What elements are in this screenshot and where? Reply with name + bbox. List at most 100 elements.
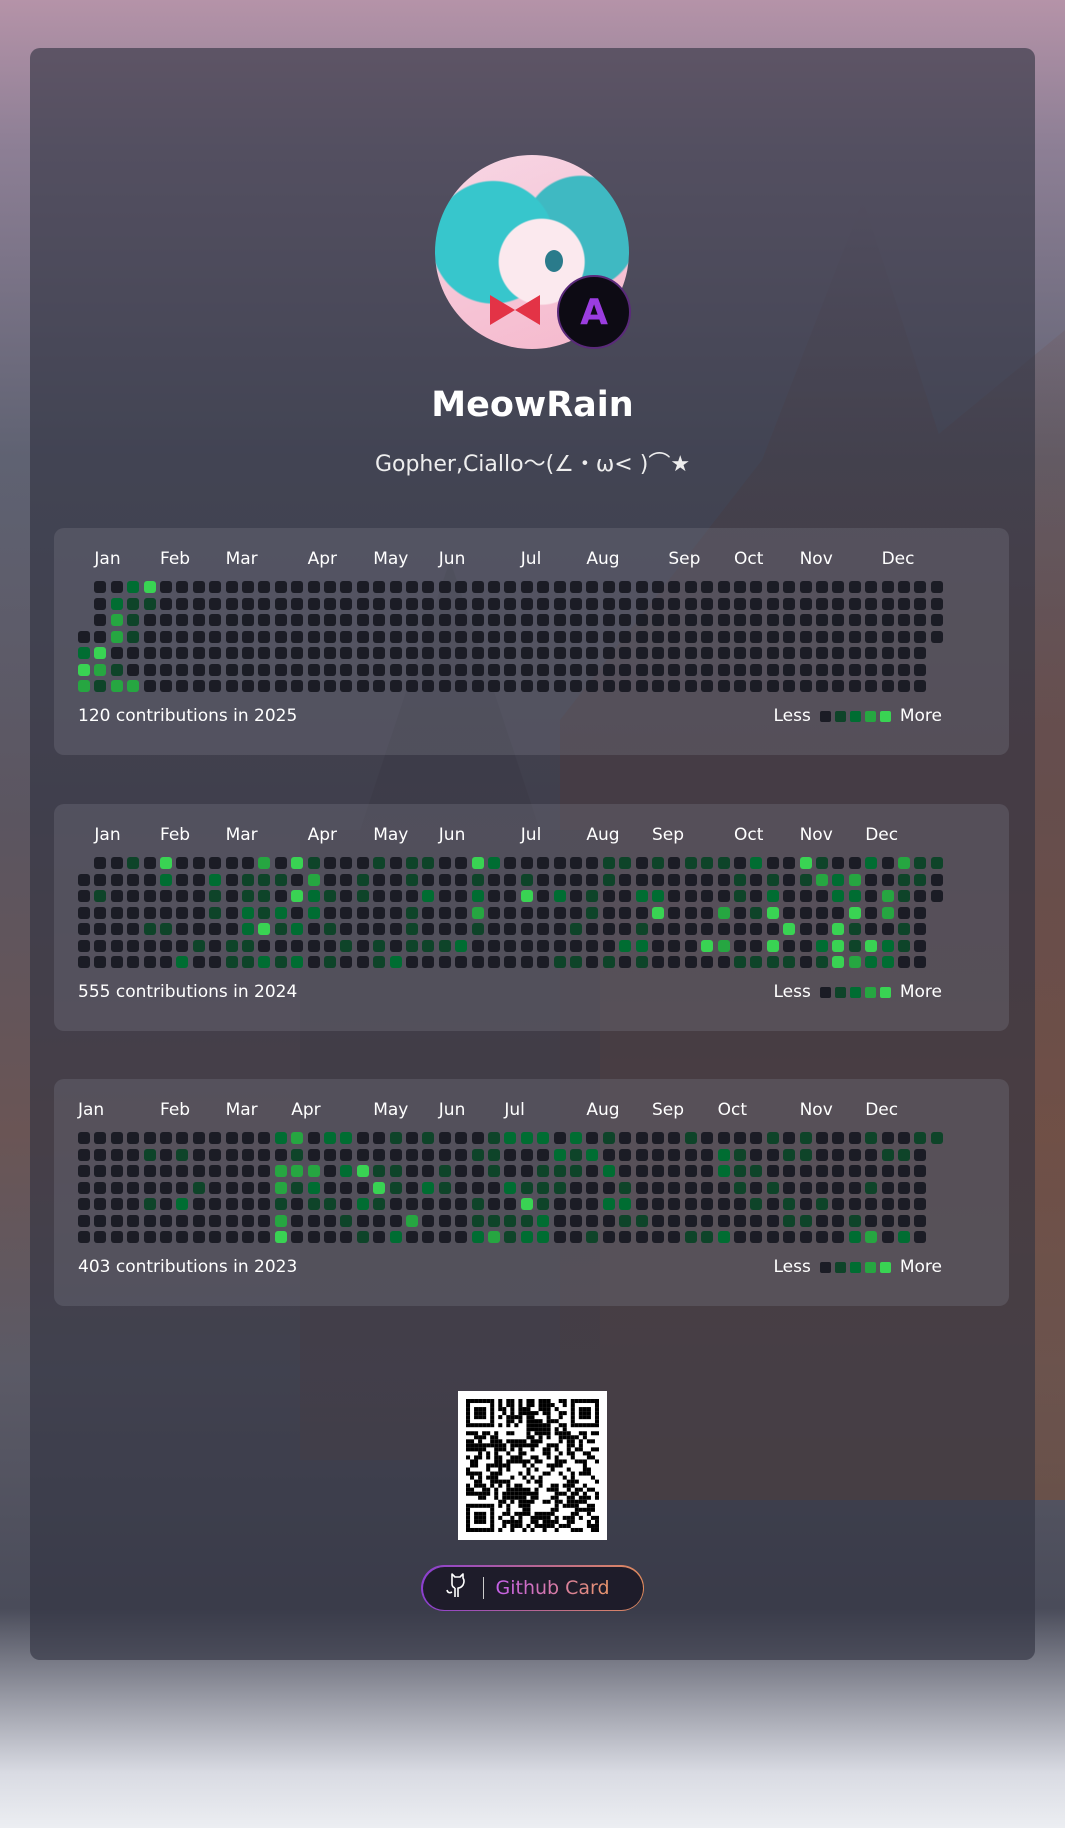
contribution-cell[interactable] [930, 630, 943, 643]
contribution-cell[interactable] [537, 647, 550, 659]
contribution-cell[interactable] [520, 1231, 533, 1243]
contribution-cell[interactable] [291, 1214, 304, 1227]
contribution-cell[interactable] [832, 857, 845, 869]
contribution-cell[interactable] [750, 1148, 763, 1161]
contribution-cell[interactable] [865, 630, 878, 643]
contribution-cell[interactable] [488, 857, 500, 869]
contribution-cell[interactable] [684, 1214, 697, 1227]
contribution-cell[interactable] [832, 680, 845, 692]
contribution-cell[interactable] [406, 614, 418, 626]
contribution-cell[interactable] [881, 890, 894, 902]
contribution-cell[interactable] [78, 1165, 90, 1177]
contribution-cell[interactable] [684, 890, 697, 902]
contribution-cell[interactable] [340, 1231, 353, 1243]
contribution-cell[interactable] [127, 663, 140, 676]
contribution-cell[interactable] [438, 597, 451, 610]
contribution-cell[interactable] [422, 597, 435, 610]
contribution-cell[interactable] [455, 1165, 468, 1177]
contribution-cell[interactable] [176, 614, 189, 626]
contribution-cell[interactable] [160, 956, 172, 968]
contribution-cell[interactable] [110, 630, 123, 643]
contribution-cell[interactable] [717, 581, 730, 593]
contribution-cell[interactable] [406, 923, 418, 935]
contribution-cell[interactable] [160, 1181, 172, 1194]
contribution-cell[interactable] [783, 923, 796, 935]
contribution-cell[interactable] [455, 873, 468, 886]
contribution-cell[interactable] [258, 647, 271, 659]
contribution-cell[interactable] [684, 663, 697, 676]
contribution-cell[interactable] [668, 890, 681, 902]
contribution-cell[interactable] [110, 923, 123, 935]
contribution-cell[interactable] [930, 597, 943, 610]
contribution-cell[interactable] [94, 597, 107, 610]
contribution-cell[interactable] [176, 1198, 189, 1210]
contribution-cell[interactable] [881, 1148, 894, 1161]
contribution-cell[interactable] [422, 647, 435, 659]
contribution-cell[interactable] [406, 1198, 418, 1210]
contribution-cell[interactable] [438, 1132, 451, 1144]
contribution-cell[interactable] [78, 956, 90, 968]
contribution-cell[interactable] [832, 939, 845, 952]
contribution-cell[interactable] [127, 1198, 140, 1210]
contribution-cell[interactable] [258, 890, 271, 902]
contribution-cell[interactable] [127, 597, 140, 610]
contribution-cell[interactable] [783, 1132, 796, 1144]
contribution-cell[interactable] [570, 680, 582, 692]
contribution-cell[interactable] [865, 956, 878, 968]
contribution-cell[interactable] [324, 1214, 336, 1227]
contribution-cell[interactable] [291, 1132, 304, 1144]
contribution-cell[interactable] [717, 1181, 730, 1194]
contribution-cell[interactable] [94, 663, 107, 676]
contribution-cell[interactable] [406, 1148, 418, 1161]
contribution-cell[interactable] [438, 873, 451, 886]
contribution-cell[interactable] [422, 614, 435, 626]
contribution-cell[interactable] [652, 614, 664, 626]
contribution-cell[interactable] [865, 873, 878, 886]
contribution-cell[interactable] [701, 581, 714, 593]
contribution-cell[interactable] [160, 1198, 172, 1210]
contribution-cell[interactable] [389, 1181, 402, 1194]
contribution-cell[interactable] [783, 1148, 796, 1161]
contribution-cell[interactable] [570, 923, 582, 935]
contribution-cell[interactable] [471, 956, 484, 968]
contribution-cell[interactable] [340, 1181, 353, 1194]
contribution-cell[interactable] [176, 1132, 189, 1144]
contribution-cell[interactable] [553, 1181, 566, 1194]
contribution-cell[interactable] [307, 647, 320, 659]
contribution-cell[interactable] [848, 647, 861, 659]
contribution-cell[interactable] [455, 906, 468, 919]
contribution-cell[interactable] [127, 581, 140, 593]
contribution-cell[interactable] [602, 663, 615, 676]
contribution-cell[interactable] [242, 1198, 254, 1210]
contribution-cell[interactable] [799, 647, 812, 659]
contribution-cell[interactable] [881, 857, 894, 869]
contribution-cell[interactable] [242, 1231, 254, 1243]
contribution-cell[interactable] [914, 1132, 927, 1144]
contribution-cell[interactable] [783, 857, 796, 869]
contribution-cell[interactable] [635, 923, 648, 935]
contribution-cell[interactable] [471, 663, 484, 676]
contribution-cell[interactable] [701, 630, 714, 643]
contribution-cell[interactable] [537, 906, 550, 919]
contribution-cell[interactable] [914, 857, 927, 869]
contribution-cell[interactable] [799, 939, 812, 952]
contribution-cell[interactable] [422, 890, 435, 902]
contribution-cell[interactable] [602, 906, 615, 919]
contribution-cell[interactable] [553, 680, 566, 692]
contribution-cell[interactable] [438, 581, 451, 593]
contribution-cell[interactable] [192, 923, 205, 935]
contribution-cell[interactable] [717, 597, 730, 610]
contribution-cell[interactable] [471, 680, 484, 692]
contribution-cell[interactable] [373, 1132, 386, 1144]
contribution-cell[interactable] [242, 614, 254, 626]
contribution-cell[interactable] [94, 956, 107, 968]
contribution-cell[interactable] [504, 581, 517, 593]
contribution-cell[interactable] [914, 1148, 927, 1161]
contribution-cell[interactable] [291, 581, 304, 593]
contribution-cell[interactable] [652, 1181, 664, 1194]
contribution-cell[interactable] [340, 906, 353, 919]
contribution-cell[interactable] [898, 1231, 910, 1243]
contribution-cell[interactable] [78, 680, 90, 692]
contribution-cell[interactable] [291, 857, 304, 869]
contribution-cell[interactable] [684, 1231, 697, 1243]
